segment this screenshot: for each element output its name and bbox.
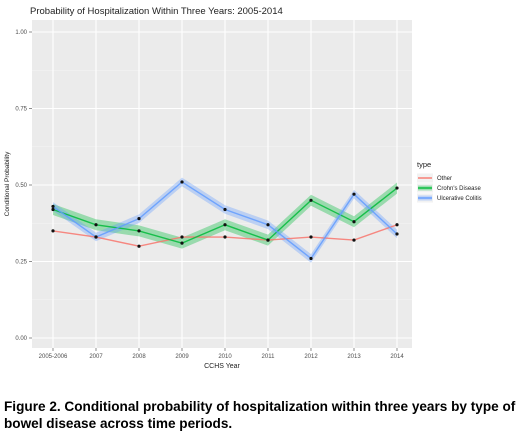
point-ulcerative-colitis	[94, 235, 98, 239]
x-tick-label: 2010	[218, 354, 232, 360]
point-crohn-s-disease	[309, 198, 313, 202]
legend-label-crohn-s-disease: Crohn's Disease	[437, 186, 481, 192]
x-tick-label: 2012	[304, 354, 318, 360]
point-ulcerative-colitis	[352, 192, 356, 196]
axes: 0.00 0.25 0.50 0.75 1.00 2005-2006 2007 2008 200…	[15, 30, 404, 360]
point-crohn-s-disease	[352, 220, 356, 224]
grid-lines	[32, 20, 412, 348]
y-tick-label: 0.25	[15, 260, 27, 266]
plot-panel	[32, 20, 412, 348]
point-other	[352, 238, 356, 242]
series-points	[51, 180, 399, 261]
chart-title: Probability of Hospitalization Within Th…	[30, 6, 283, 17]
x-tick-label: 2013	[347, 354, 361, 360]
point-crohn-s-disease	[51, 207, 55, 212]
point-ulcerative-colitis	[266, 223, 270, 227]
y-tick-label: 0.75	[15, 107, 27, 113]
y-axis-label: Conditional Probability	[4, 151, 11, 216]
point-ulcerative-colitis	[51, 204, 55, 209]
figure-caption: Figure 2. Conditional probability of hos…	[4, 399, 516, 431]
point-crohn-s-disease	[223, 223, 227, 227]
point-other	[137, 244, 141, 248]
point-other	[180, 235, 184, 239]
point-crohn-s-disease	[266, 238, 270, 242]
point-crohn-s-disease	[137, 229, 141, 233]
point-ulcerative-colitis	[223, 207, 227, 212]
x-tick-label: 2009	[175, 354, 189, 360]
point-other	[51, 229, 55, 233]
point-crohn-s-disease	[94, 223, 98, 227]
point-ulcerative-colitis	[309, 256, 313, 261]
point-crohn-s-disease	[180, 241, 184, 245]
point-ulcerative-colitis	[137, 217, 141, 221]
point-other	[223, 235, 227, 239]
legend-label-ulcerative-colitis: Ulcerative Colitis	[437, 196, 482, 202]
x-tick-label: 2014	[390, 354, 404, 360]
y-tick-label: 1.00	[15, 30, 27, 36]
point-ulcerative-colitis	[180, 180, 184, 184]
point-ulcerative-colitis	[395, 232, 399, 236]
y-tick-label: 0.50	[15, 183, 27, 189]
x-tick-label: 2007	[89, 354, 103, 360]
x-tick-label: 2005-2006	[39, 354, 68, 360]
legend-label-other: Other	[437, 176, 452, 182]
legend: type Other Crohn's Disease Ulcerative Coli…	[417, 160, 482, 203]
chart: Probability of Hospitalization Within Th…	[4, 6, 482, 370]
point-crohn-s-disease	[395, 186, 399, 190]
x-tick-label: 2011	[262, 354, 276, 360]
x-tick-label: 2008	[132, 354, 146, 360]
legend-title: type	[417, 160, 431, 169]
point-other	[309, 235, 313, 239]
x-axis-label: CCHS Year	[204, 363, 240, 370]
point-other	[395, 223, 399, 227]
y-tick-label: 0.00	[15, 336, 27, 342]
